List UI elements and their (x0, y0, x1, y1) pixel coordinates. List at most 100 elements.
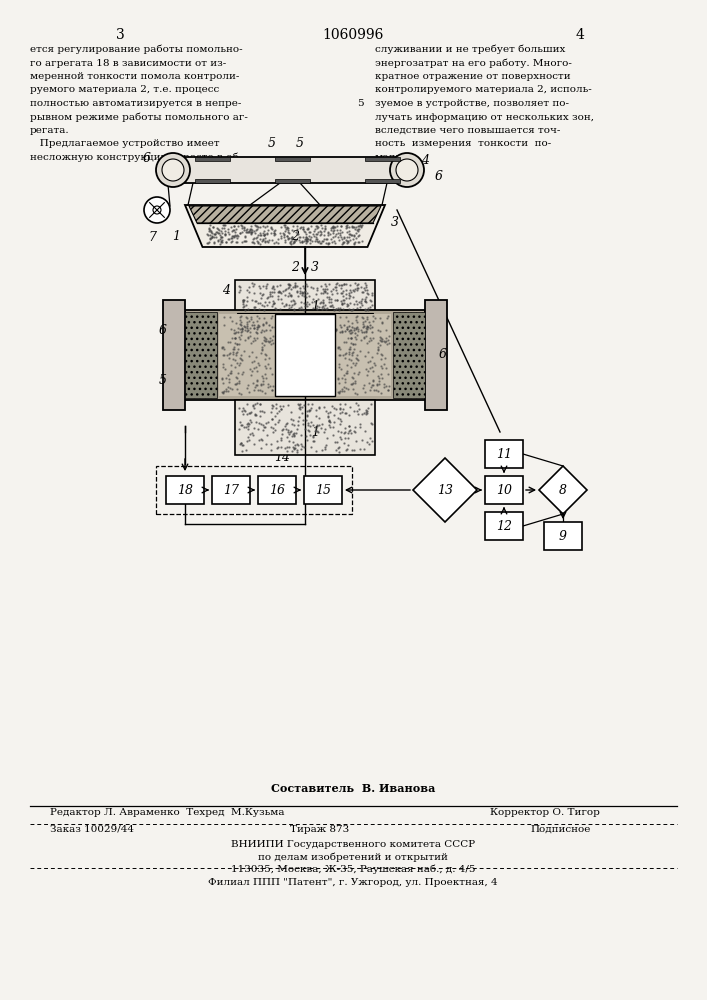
Point (366, 285, 378, 301)
Point (216, 225, 228, 241)
Point (275, 230, 286, 246)
Point (262, 297, 273, 313)
Point (300, 322, 312, 338)
Point (308, 433, 319, 449)
Point (240, 233, 251, 249)
Point (327, 218, 339, 234)
Point (341, 441, 353, 457)
Point (288, 301, 299, 317)
Point (206, 229, 218, 245)
Point (315, 285, 327, 301)
Point (346, 369, 358, 385)
Point (283, 225, 294, 241)
Point (351, 314, 362, 330)
Point (334, 416, 346, 432)
Point (283, 320, 294, 336)
Bar (275, 179, 310, 183)
Point (286, 222, 298, 238)
Point (371, 345, 382, 361)
Point (238, 293, 249, 309)
Point (363, 344, 374, 360)
Point (254, 403, 265, 419)
Point (297, 405, 308, 421)
Point (302, 220, 313, 236)
Point (217, 347, 228, 363)
Point (223, 231, 234, 247)
Point (374, 332, 385, 348)
Point (246, 224, 257, 240)
Point (361, 294, 372, 310)
Point (361, 321, 373, 337)
Point (230, 347, 242, 363)
Point (326, 398, 337, 414)
Point (339, 276, 350, 292)
Point (335, 361, 346, 377)
Point (346, 227, 357, 243)
Point (337, 301, 349, 317)
Point (232, 344, 243, 360)
Point (256, 341, 267, 357)
Text: Тираж 873: Тираж 873 (291, 825, 350, 834)
Point (360, 282, 371, 298)
Text: 6: 6 (159, 324, 167, 336)
Point (204, 230, 216, 246)
Point (358, 280, 369, 296)
Point (271, 396, 282, 412)
Text: 1: 1 (172, 231, 180, 243)
Point (333, 375, 344, 391)
Point (334, 339, 345, 355)
Point (237, 406, 248, 422)
Point (202, 235, 214, 251)
Point (274, 225, 285, 241)
Point (334, 347, 345, 363)
Point (331, 222, 342, 238)
Point (280, 219, 291, 235)
Point (237, 321, 248, 337)
Point (342, 233, 354, 249)
Point (305, 427, 316, 443)
Point (334, 444, 345, 460)
Point (248, 317, 259, 333)
Point (359, 313, 370, 329)
Text: по делам изобретений и открытий: по делам изобретений и открытий (258, 852, 448, 861)
Point (281, 318, 292, 334)
Point (251, 218, 262, 234)
Point (267, 279, 278, 295)
Point (283, 433, 294, 449)
Point (274, 323, 285, 339)
Point (239, 233, 250, 249)
Point (327, 281, 339, 297)
Point (353, 221, 364, 237)
Point (352, 277, 363, 293)
Point (349, 373, 361, 389)
Point (355, 441, 366, 457)
Point (366, 415, 377, 431)
Point (310, 231, 322, 247)
Point (205, 217, 216, 233)
Point (343, 418, 354, 434)
Point (342, 234, 354, 250)
Text: вследствие чего повышается точ-: вследствие чего повышается точ- (375, 126, 561, 135)
Text: 4: 4 (575, 28, 585, 42)
Point (266, 366, 277, 382)
Point (244, 405, 255, 421)
Point (339, 229, 350, 245)
Point (339, 420, 350, 436)
Point (341, 319, 352, 335)
Point (250, 359, 262, 375)
Point (267, 280, 278, 296)
Point (288, 425, 300, 441)
Point (329, 228, 341, 244)
Point (308, 433, 320, 449)
Point (272, 323, 284, 339)
Text: го агрегата 18 в зависимости от из-: го агрегата 18 в зависимости от из- (30, 58, 226, 68)
Point (232, 227, 243, 243)
Point (223, 226, 235, 242)
Point (341, 365, 352, 381)
Point (341, 229, 353, 245)
Point (317, 301, 328, 317)
Point (349, 325, 361, 341)
Point (290, 437, 301, 453)
Point (326, 231, 337, 247)
Point (220, 381, 231, 397)
